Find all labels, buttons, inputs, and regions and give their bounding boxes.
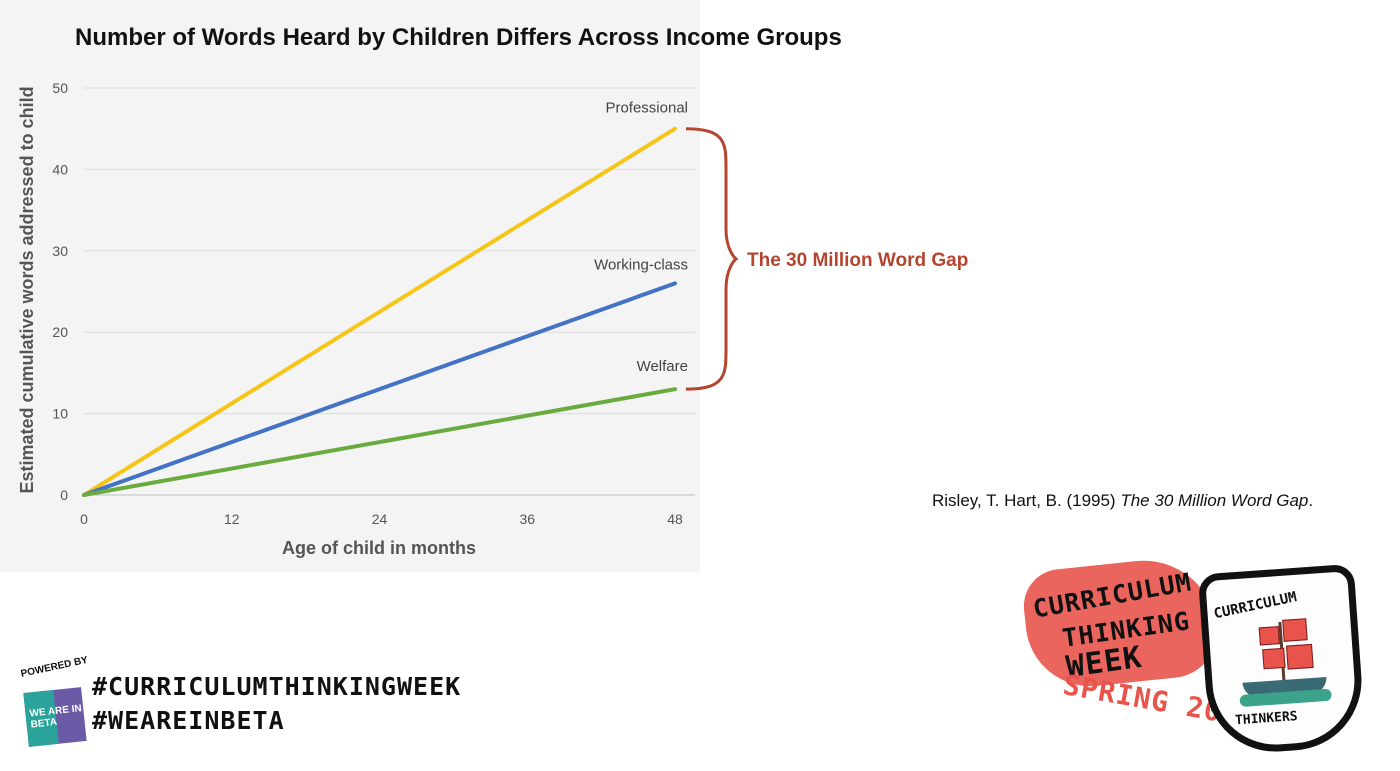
shield-top-text: CURRICULUM xyxy=(1212,589,1299,623)
series-label: Professional xyxy=(605,100,688,117)
hashtags: #CURRICULUMTHINKINGWEEK #WEAREINBETA xyxy=(92,670,461,738)
powered-by-logo: POWERED BY WE ARE IN BETA xyxy=(20,655,92,748)
x-tick-label: 48 xyxy=(667,511,683,527)
citation-authors: Risley, T. Hart, B. (1995) xyxy=(932,491,1116,510)
y-tick-label: 20 xyxy=(52,324,68,340)
y-tick-label: 10 xyxy=(52,406,68,422)
y-tick-label: 0 xyxy=(60,487,68,503)
we-are-in-beta-logo: WE ARE IN BETA xyxy=(23,687,87,747)
line-chart: 0 10 20 30 40 50 0 12 24 36 48 Age of child in mont… xyxy=(17,80,968,558)
shield-icon: CURRICULUM THINKERS xyxy=(1197,563,1367,757)
gap-annotation: The 30 Million Word Gap xyxy=(747,250,968,271)
hashtag-curriculum-thinking-week: #CURRICULUMTHINKINGWEEK xyxy=(92,672,462,701)
shield-bottom-text: THINKERS xyxy=(1234,709,1299,729)
logo-box-text: WE ARE IN BETA xyxy=(28,703,83,731)
x-tick-label: 36 xyxy=(519,511,535,527)
ship-sail xyxy=(1262,647,1286,670)
series-line xyxy=(82,387,677,497)
y-axis-label: Estimated cumulative words addressed to … xyxy=(17,86,37,493)
event-badge-logo: CURRICULUM THINKING WEEK SPRING 2022 CUR… xyxy=(1020,535,1374,757)
y-tick-label: 30 xyxy=(52,243,68,259)
series-line xyxy=(82,281,677,497)
series-label: Working-class xyxy=(594,256,688,273)
x-tick-label: 12 xyxy=(224,511,240,527)
x-tick-label: 0 xyxy=(80,511,88,527)
citation: Risley, T. Hart, B. (1995) The 30 Millio… xyxy=(932,491,1313,511)
gap-brace xyxy=(685,127,739,391)
series-label: Welfare xyxy=(637,358,688,375)
series-line xyxy=(82,126,677,497)
x-tick-label: 24 xyxy=(372,511,388,527)
chart-title: Number of Words Heard by Children Differ… xyxy=(75,24,842,51)
y-tick-label: 50 xyxy=(52,80,68,96)
x-axis-label: Age of child in months xyxy=(282,538,476,558)
ship-sail xyxy=(1286,643,1314,670)
ship-sail xyxy=(1282,618,1308,642)
y-tick-label: 40 xyxy=(52,161,68,177)
powered-by-label: POWERED BY xyxy=(19,654,89,680)
citation-suffix: . xyxy=(1308,491,1314,510)
ship-sail xyxy=(1258,626,1280,646)
hashtag-we-are-in-beta: #WEAREINBETA xyxy=(92,706,285,735)
citation-work: The 30 Million Word Gap xyxy=(1120,491,1309,510)
